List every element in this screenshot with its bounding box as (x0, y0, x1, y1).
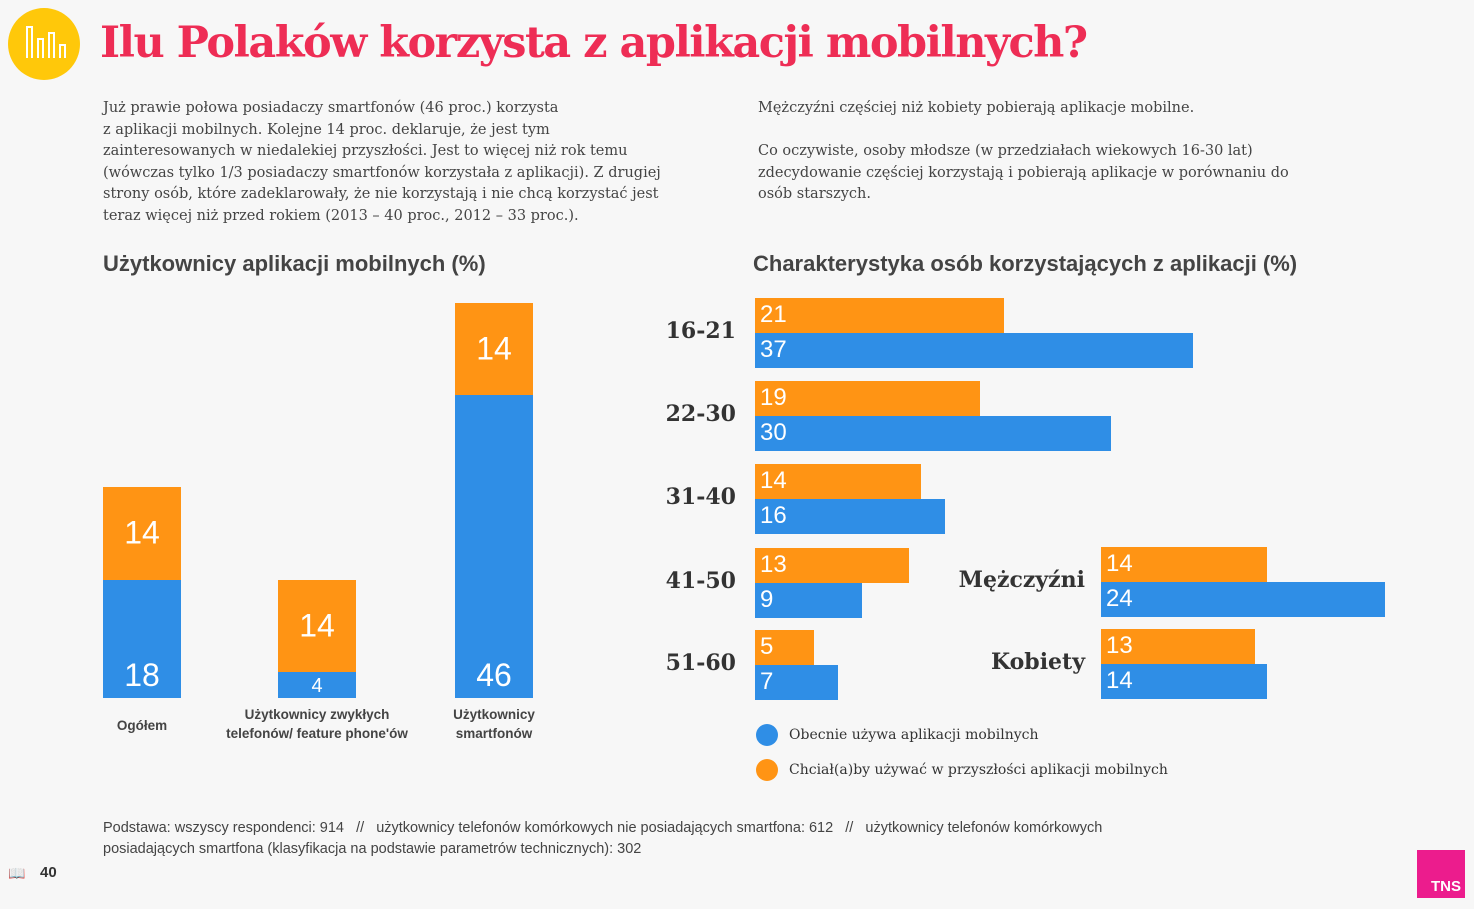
footer-base: Podstawa: wszyscy respondenci: 914 // uż… (103, 818, 1303, 860)
book-icon: 📖 (8, 866, 26, 882)
intro-spacer (758, 120, 1378, 142)
bar-value-label: 14 (476, 330, 512, 367)
bar-value-label: 30 (760, 419, 787, 446)
intro-line: Mężczyźni częściej niż kobiety pobierają… (758, 100, 1195, 116)
bar-value-label: 21 (760, 301, 787, 328)
logo-bar (26, 26, 33, 58)
bar-current: 9 (755, 583, 862, 618)
footer-line: Podstawa: wszyscy respondenci: 914 // uż… (103, 820, 1103, 836)
bar-value-label: 19 (760, 384, 787, 411)
logo-bar (37, 38, 44, 58)
bar-current: 4 (278, 671, 356, 698)
intro-line: Co oczywiste, osoby młodsze (w przedział… (758, 143, 1253, 159)
brand-logo: TNS (1417, 850, 1465, 898)
logo-bar (59, 44, 66, 58)
intro-line: (wówczas tylko 1/3 posiadaczy smartfonów… (103, 164, 661, 181)
category-label-line: Użytkownicy zwykłych (244, 707, 390, 722)
bar-value-label: 7 (760, 668, 774, 695)
bar-value-label: 18 (124, 656, 160, 693)
intro-left: Już prawie połowa posiadaczy smartfonów … (103, 98, 723, 227)
bar-value-label: 14 (299, 607, 335, 644)
legend-current-label: Obecnie używa aplikacji mobilnych (789, 727, 1039, 743)
category-label: Użytkownicy smartfonów (384, 705, 604, 743)
bar-value-label: 5 (760, 633, 774, 660)
intro-line: zdecydowanie częściej korzystają i pobie… (758, 164, 1289, 181)
intro-line: osób starszych. (758, 186, 871, 202)
bar-value-label: 13 (760, 551, 787, 578)
bar-future: 13 (1101, 629, 1256, 664)
intro-right: Mężczyźni częściej niż kobiety pobierają… (758, 98, 1378, 206)
bar-value-label: 4 (311, 674, 323, 697)
bar-value-label: 14 (760, 467, 787, 494)
bar-value-label: 46 (476, 656, 512, 693)
bar-future: 13 (755, 548, 910, 583)
bar-future: 14 (455, 303, 533, 396)
intro-line: strony osób, które zadeklarowały, że nie… (103, 186, 659, 202)
legend-future-label: Chciał(a)by używać w przyszłości aplikac… (789, 762, 1168, 778)
category-label-line: smartfonów (455, 726, 533, 741)
category-label: Ogółem (32, 716, 252, 735)
bar-current: 16 (755, 499, 945, 534)
legend-future-marker (756, 759, 778, 781)
brand-text: TNS (1431, 878, 1461, 895)
bar-current: 46 (455, 395, 533, 698)
bar-value-label: 9 (760, 586, 774, 613)
bar-current: 7 (755, 665, 838, 700)
page-title: Ilu Polaków korzysta z aplikacji mobilny… (100, 18, 1088, 68)
bar-value-label: 14 (1106, 550, 1133, 577)
logo-bar (48, 32, 55, 58)
category-label-line: Ogółem (116, 718, 168, 733)
intro-line: zainteresowanych w niedalekiej przyszłoś… (103, 143, 628, 159)
bar-value-label: 37 (760, 336, 787, 363)
category-label-line: telefonów/ feature phone'ów (226, 726, 408, 741)
category-label-line: Użytkownicy (453, 707, 535, 722)
legend-current-marker (756, 724, 778, 746)
vertical-chart-title: Użytkownicy aplikacji mobilnych (%) (103, 251, 486, 276)
intro-line: Już prawie połowa posiadaczy smartfonów … (103, 100, 559, 116)
intro-line: z aplikacji mobilnych. Kolejne 14 proc. … (103, 121, 550, 138)
vertical-bar-chart: 18 14 Ogółem 4 14 Użytkownicy zwykłych telefon… (0, 0, 700, 800)
bar-current: 24 (1101, 582, 1386, 617)
bar-value-label: 14 (1106, 667, 1133, 694)
bar-future: 14 (1101, 547, 1267, 582)
bar-future: 21 (755, 298, 1004, 333)
bar-current: 14 (1101, 664, 1267, 699)
gender-label: Kobiety (991, 649, 1085, 675)
horizontal-chart-title: Charakterystyka osób korzystających z ap… (753, 251, 1298, 276)
bar-future: 14 (755, 464, 921, 499)
bar-value-label: 13 (1106, 632, 1133, 659)
intro-line: teraz więcej niż przed rokiem (2013 – 40… (103, 207, 579, 224)
bar-future: 19 (755, 381, 981, 416)
bar-future: 14 (278, 579, 356, 672)
category-label: Użytkownicy zwykłych telefonów/ feature p… (207, 705, 427, 743)
bar-current: 18 (103, 579, 181, 698)
bar-value-label: 14 (124, 514, 160, 551)
bar-current: 30 (755, 416, 1111, 451)
chart-logo-icon (8, 8, 80, 80)
gender-label: Mężczyźni (958, 567, 1085, 593)
page-number: 40 (40, 864, 57, 881)
bar-value-label: 16 (760, 502, 787, 529)
footer-line: posiadających smartfona (klasyfikacja na… (103, 841, 642, 857)
bar-value-label: 24 (1106, 585, 1133, 612)
bar-future: 14 (103, 487, 181, 580)
bar-future: 5 (755, 630, 815, 665)
bar-current: 37 (755, 333, 1194, 368)
